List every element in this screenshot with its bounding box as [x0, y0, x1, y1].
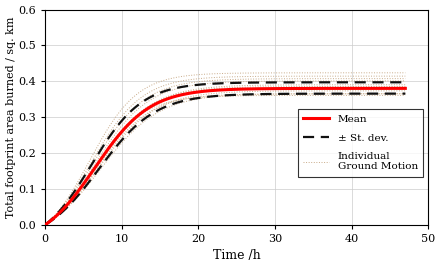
Legend: Mean, ± St. dev., Individual
Ground Motion: Mean, ± St. dev., Individual Ground Moti…: [298, 109, 423, 177]
X-axis label: Time /h: Time /h: [213, 250, 261, 262]
Y-axis label: Total footprint area burned / sq. km: Total footprint area burned / sq. km: [6, 16, 15, 218]
